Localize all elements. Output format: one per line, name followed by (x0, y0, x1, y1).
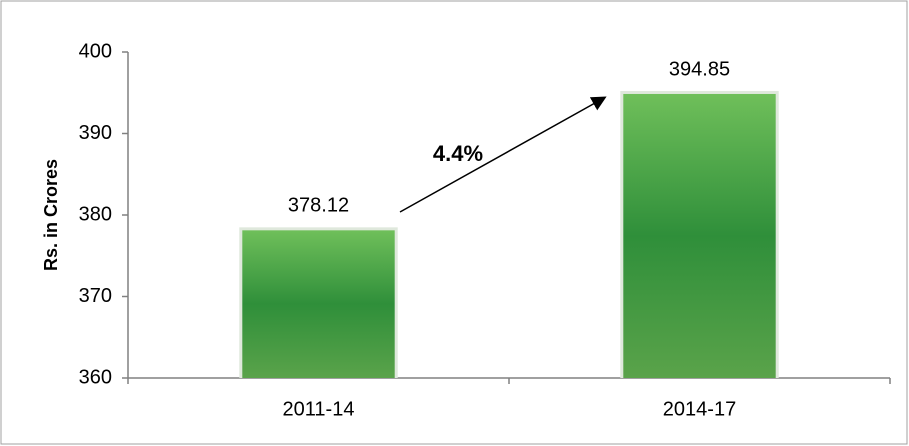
x-tick-label: 2014-17 (663, 398, 736, 420)
bar (623, 93, 776, 378)
data-label: 394.85 (669, 58, 730, 80)
bar (242, 230, 395, 378)
y-tick-label: 390 (79, 122, 112, 144)
y-tick-label: 400 (79, 40, 112, 62)
annotation: 4.4% (433, 141, 483, 166)
y-tick-label: 370 (79, 285, 112, 307)
growth-arrow (399, 96, 607, 213)
y-tick-label: 360 (79, 366, 112, 388)
data-label: 378.12 (288, 195, 349, 217)
x-tick-label: 2011-14 (283, 398, 355, 420)
y-tick-label: 380 (79, 203, 112, 225)
y-axis-label: Rs. in Crores (41, 159, 61, 271)
